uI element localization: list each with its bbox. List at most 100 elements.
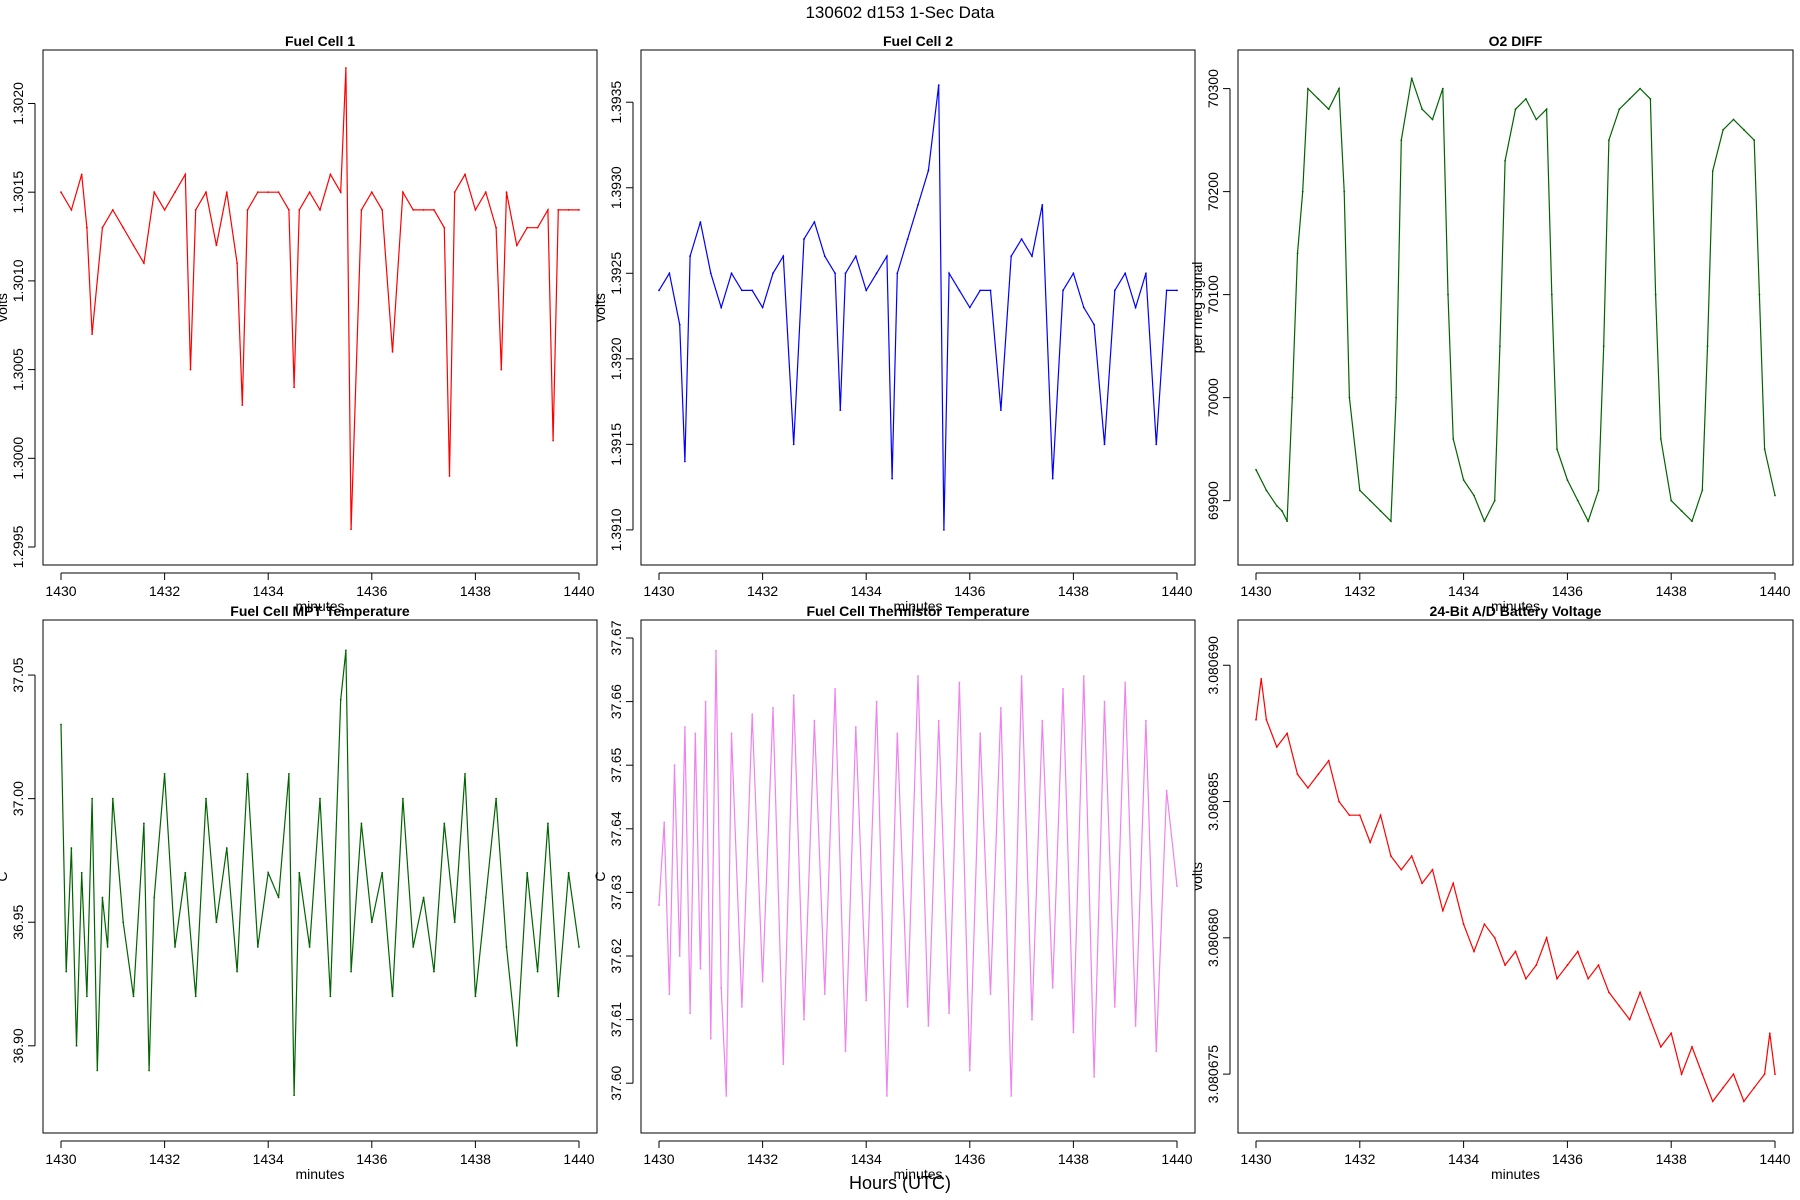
data-point — [293, 1094, 295, 1097]
data-point — [875, 272, 878, 275]
data-point — [246, 773, 249, 775]
data-point — [937, 84, 940, 87]
data-point — [288, 209, 290, 211]
data-point — [526, 226, 529, 229]
data-point — [1524, 98, 1527, 100]
data-point — [1301, 190, 1304, 193]
data-point — [91, 333, 93, 336]
data-point — [1535, 964, 1538, 966]
data-point — [567, 209, 570, 211]
data-point — [658, 289, 660, 292]
data-point — [381, 209, 384, 211]
series-line — [60, 67, 579, 530]
data-point — [1473, 950, 1475, 953]
data-point — [1291, 396, 1294, 399]
data-point — [730, 272, 733, 275]
data-point — [684, 460, 686, 463]
data-point — [288, 773, 290, 775]
data-point — [673, 764, 676, 767]
panel-grid: Fuel Cell 1 1430 1432 1434 1436 1438 1440 minut… — [0, 33, 1794, 1182]
data-point — [505, 191, 508, 194]
chart-panel-1: Fuel Cell 1 1430 1432 1434 1436 1438 1440 minut… — [0, 33, 598, 614]
data-point — [1452, 437, 1455, 440]
x-tick-label: 1432 — [1344, 1151, 1375, 1167]
y-tick-label: 37.65 — [608, 747, 624, 782]
data-point — [1155, 1050, 1158, 1053]
data-point — [803, 238, 805, 240]
data-point — [1410, 77, 1413, 80]
data-point — [1379, 814, 1382, 817]
data-point — [148, 1069, 150, 1072]
data-point — [1628, 98, 1631, 100]
data-point — [464, 173, 466, 176]
x-tick-label: 1440 — [1161, 583, 1192, 599]
data-point — [1113, 289, 1116, 292]
data-point — [989, 289, 992, 292]
data-point — [720, 986, 723, 989]
data-point — [448, 475, 451, 477]
y-tick-label: 1.3935 — [608, 81, 624, 124]
data-point — [1639, 87, 1641, 90]
data-point — [567, 871, 570, 874]
data-point — [111, 797, 114, 800]
data-point — [1390, 520, 1392, 523]
data-point — [937, 719, 940, 722]
y-tick-label: 70000 — [1205, 378, 1221, 417]
y-tick-label: 1.3925 — [608, 252, 624, 295]
data-point — [1369, 499, 1372, 502]
data-point — [433, 209, 435, 211]
y-tick-label: 1.3000 — [10, 437, 26, 480]
data-point — [453, 921, 456, 924]
data-point — [1400, 868, 1403, 871]
data-point — [865, 289, 868, 292]
data-point — [370, 191, 373, 194]
data-point — [886, 255, 888, 258]
data-point — [1421, 882, 1423, 885]
data-point — [1768, 1032, 1771, 1035]
data-point — [1348, 814, 1351, 817]
data-point — [225, 191, 228, 194]
plot-frame — [640, 619, 1196, 1134]
data-point — [1649, 98, 1652, 100]
y-axis-label: volts — [592, 293, 608, 322]
data-point — [205, 797, 207, 800]
data-point — [308, 946, 311, 948]
data-point — [1462, 923, 1465, 926]
data-point — [999, 409, 1002, 412]
data-point — [725, 1095, 728, 1097]
x-tick-label: 1430 — [643, 583, 674, 599]
data-point — [968, 306, 971, 309]
data-point — [142, 822, 145, 825]
data-point — [1145, 272, 1147, 275]
chart-panel-6: 24-Bit A/D Battery Voltage 1430 1432 1434 14… — [1189, 603, 1794, 1182]
x-axis-label: minutes — [295, 1166, 344, 1182]
data-point — [339, 698, 342, 701]
data-point — [1265, 489, 1268, 492]
data-point — [948, 1012, 950, 1015]
data-point — [1711, 1100, 1714, 1103]
data-point — [547, 209, 549, 211]
chart-panel-5: Fuel Cell Thermistor Temperature 1430 1432… — [592, 603, 1196, 1182]
data-point — [329, 995, 332, 998]
data-point — [1514, 108, 1517, 111]
data-point — [1296, 252, 1299, 255]
data-point — [854, 726, 857, 728]
x-tick-label: 1438 — [1656, 1151, 1687, 1167]
data-point — [1701, 1073, 1704, 1076]
y-tick-label: 36.95 — [10, 904, 26, 939]
data-point — [370, 921, 373, 924]
x-tick-label: 1432 — [747, 1151, 778, 1167]
data-point — [1545, 108, 1548, 111]
data-point — [1659, 437, 1662, 440]
data-point — [1597, 489, 1600, 492]
page-title: 130602 d153 1-Sec Data — [805, 3, 995, 22]
data-point — [1649, 1018, 1652, 1021]
x-tick-label: 1436 — [1552, 1151, 1583, 1167]
data-point — [319, 209, 321, 211]
data-point — [345, 649, 347, 652]
y-tick-label: 1.3920 — [608, 337, 624, 380]
y-axis-label: C — [0, 871, 10, 881]
y-tick-label: 1.3930 — [608, 166, 624, 209]
data-point — [241, 404, 244, 406]
series-line — [658, 650, 1178, 1096]
